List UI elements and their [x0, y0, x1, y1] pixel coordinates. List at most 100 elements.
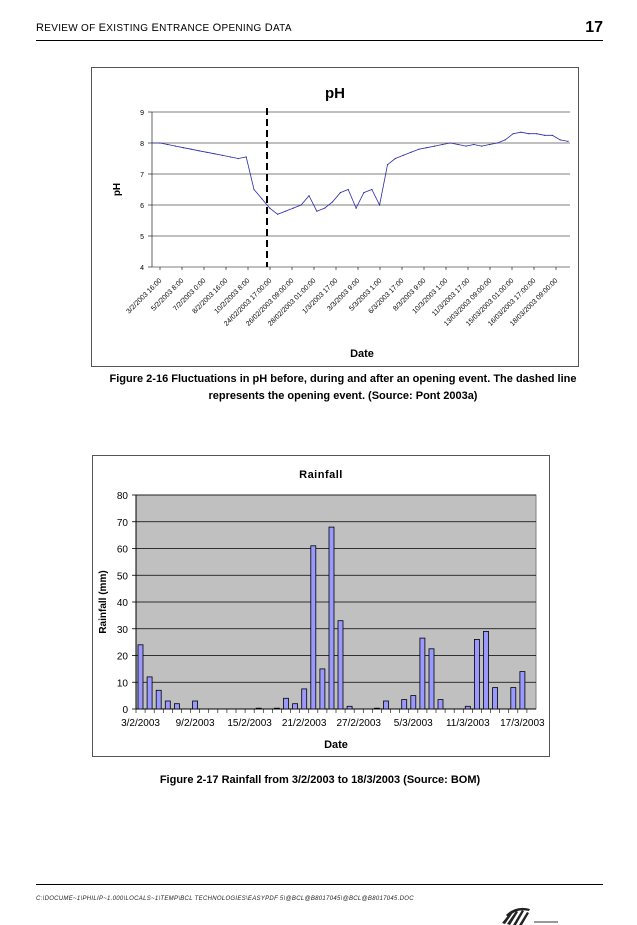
rainfall-bar [337, 620, 344, 710]
running-header-title: REVIEW OF EXISTING ENTRANCE OPENING DATA [36, 22, 292, 34]
header-title-part: E [151, 22, 160, 34]
rainfall-x-tick-label: 21/2/2003 [282, 718, 327, 729]
ph-series-line [152, 131, 569, 215]
ph-data-point [214, 153, 216, 155]
ph-y-tick-label: 7 [140, 172, 144, 179]
ph-data-point [473, 143, 475, 146]
ph-data-point [543, 134, 546, 136]
ph-y-tick-label: 6 [140, 203, 144, 210]
ph-data-point [222, 154, 224, 156]
rainfall-y-tick-label: 60 [117, 545, 129, 556]
ph-y-tick-label: 8 [140, 141, 144, 148]
rainfall-bar [519, 671, 526, 710]
ph-data-point [496, 142, 498, 144]
ph-data-point [253, 188, 255, 191]
rainfall-bar [383, 700, 389, 710]
ph-data-point [167, 143, 169, 146]
rainfall-bar [510, 687, 517, 710]
rainfall-bar [146, 676, 153, 710]
rainfall-bar [319, 668, 326, 710]
figure-2-16-caption-line1: Figure 2-16 Fluctuations in pH before, d… [109, 373, 577, 385]
header-title-part: ATA [272, 23, 292, 34]
ph-data-point [528, 133, 530, 135]
ph-data-point [488, 143, 491, 146]
rainfall-y-tick-label: 80 [117, 491, 129, 502]
ph-data-point [308, 195, 310, 197]
ph-data-point [182, 147, 184, 149]
rainfall-bar [437, 699, 444, 710]
rainfall-bar [401, 699, 408, 710]
ph-data-point [316, 210, 318, 212]
rainfall-y-tick-label: 40 [117, 598, 129, 609]
header-title-part: PENING [221, 23, 265, 34]
rainfall-bar [419, 637, 426, 710]
rainfall-bar [464, 705, 471, 710]
rainfall-x-tick-label: 17/3/2003 [500, 718, 545, 729]
ph-data-point [245, 156, 247, 158]
rainfall-x-axis-label: Date [324, 739, 348, 751]
rainfall-x-tick-label: 15/2/2003 [227, 718, 272, 729]
rainfall-bar [483, 630, 489, 710]
ph-data-point [504, 139, 506, 141]
header-title-part: E [98, 22, 107, 34]
header-title-part: XISTING [106, 23, 152, 34]
ph-data-point [379, 204, 381, 206]
rainfall-x-tick-label: 5/3/2003 [394, 718, 433, 729]
ph-data-point [457, 143, 459, 146]
ph-data-point [386, 164, 389, 166]
ph-data-point [551, 134, 553, 136]
rainfall-y-tick-label: 0 [122, 705, 128, 716]
ph-y-tick-label: 5 [140, 234, 144, 241]
header-title-part: R [36, 22, 45, 34]
ph-data-point [269, 207, 271, 209]
ph-data-point [371, 188, 373, 191]
ph-data-point [277, 213, 279, 215]
ph-data-point [331, 201, 334, 203]
ph-data-point [355, 207, 357, 209]
ph-data-point [481, 145, 483, 147]
ph-data-point [151, 142, 153, 144]
header-rule [36, 40, 603, 41]
ph-data-point [324, 207, 326, 209]
ph-data-point [536, 133, 538, 135]
rainfall-bar [155, 689, 162, 710]
ph-data-point [347, 188, 349, 191]
ph-chart-title: pH [325, 85, 345, 102]
rainfall-chart-frame: Rainfall 0 10 20 30 40 50 60 70 80 Rainfall (mm) 3/… [92, 455, 550, 757]
ph-data-point [512, 133, 514, 135]
rainfall-bar [273, 707, 280, 710]
rainfall-chart-title: Rainfall [299, 469, 343, 481]
ph-data-point [300, 204, 302, 206]
ph-data-point [402, 154, 404, 156]
ph-y-axis-label: pH [112, 183, 123, 196]
rainfall-x-tick-label: 11/3/2003 [446, 718, 490, 729]
rainfall-bar [346, 705, 353, 710]
ph-data-point [363, 192, 365, 194]
ph-data-point [410, 151, 412, 153]
ph-data-point [229, 156, 232, 158]
company-logo-icon [502, 907, 558, 925]
ph-data-point [206, 151, 208, 153]
ph-data-point [339, 192, 341, 194]
rainfall-bar [492, 687, 499, 710]
rainfall-bar [473, 638, 480, 710]
rainfall-y-tick-label: 10 [117, 678, 129, 689]
rainfall-bar [428, 648, 435, 710]
ph-data-point [261, 198, 263, 200]
rainfall-bar [164, 700, 171, 710]
ph-data-point [292, 207, 294, 209]
ph-data-point [198, 150, 200, 152]
ph-data-point [174, 145, 177, 147]
ph-data-point [159, 142, 161, 144]
ph-chart-frame: pH 4 5 6 7 8 9 pH 3/2/2003 16:00 5/2/2003 8:00 7/2… [91, 67, 579, 367]
page-number: 17 [585, 19, 603, 36]
rainfall-chart: Rainfall 0 10 20 30 40 50 60 70 80 Rainfall (mm) 3/… [98, 469, 545, 751]
header-title-part: EVIEW OF [44, 23, 99, 34]
rainfall-bar [328, 526, 335, 710]
ph-data-point [426, 147, 428, 149]
figure-2-16-caption-line2: represents the opening event. (Source: P… [208, 390, 478, 402]
rainfall-bar [410, 695, 417, 710]
ph-data-point [237, 157, 239, 160]
ph-data-point [441, 143, 443, 146]
